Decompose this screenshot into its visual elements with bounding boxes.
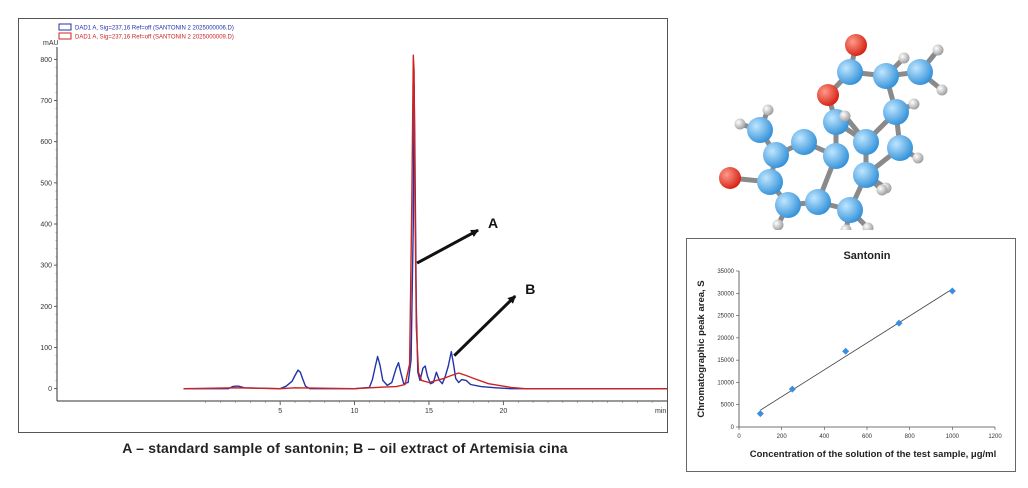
x-tick-label: 15	[425, 408, 433, 415]
y-tick-label: 100	[40, 345, 52, 352]
hydrogen-atom	[932, 44, 944, 56]
chromatogram-svg: 0 100 200 300 400 500 600 700 800 5 10 15 20 mAU min DA…	[40, 23, 667, 415]
hydrogen-atom	[908, 98, 920, 110]
annotation-arrow-b	[453, 294, 517, 357]
cal-x-tick-label: 0	[737, 434, 741, 440]
cal-data-point	[788, 385, 796, 393]
oxygen-atom	[719, 167, 741, 189]
cal-x-axis-label: Concentration of the solution of the tes…	[750, 449, 997, 460]
hydrogen-atom	[762, 104, 774, 116]
cal-x-tick-label: 1000	[946, 434, 960, 440]
cal-y-axis-label: Chromatographic peak area, S	[696, 280, 707, 417]
y-tick-label: 300	[40, 263, 52, 270]
legend-label-1: DAD1 A, Sig=237,16 Ref=off (SANTONIN 2 2…	[75, 26, 234, 32]
cal-x-tick-label: 600	[862, 434, 873, 440]
x-tick-label: 10	[351, 408, 359, 415]
hydrogen-atom	[876, 184, 888, 196]
y-tick-label: 700	[40, 98, 52, 105]
calibration-chart-panel: Santonin 0 5000 10000 15000 20000 25000 30000 35…	[686, 238, 1016, 472]
annotation-label-a: A	[488, 215, 498, 231]
cal-trendline	[760, 288, 953, 411]
cal-y-tick-label: 5000	[721, 403, 735, 409]
y-tick-label: 200	[40, 304, 52, 311]
cal-x-tick-label: 400	[819, 434, 830, 440]
cal-x-tick-label: 800	[905, 434, 916, 440]
carbon-atom	[883, 99, 909, 125]
annotation-arrow-a	[416, 228, 479, 265]
carbon-atom	[791, 129, 817, 155]
legend-label-2: DAD1 A, Sig=237,16 Ref=off (SANTONIN 2 2…	[75, 35, 234, 41]
y-tick-label: 800	[40, 57, 52, 64]
y-axis-label: mAU	[43, 40, 59, 47]
cal-y-tick-label: 0	[731, 425, 735, 431]
cal-y-tick-label: 35000	[717, 269, 734, 275]
calibration-title: Santonin	[843, 250, 890, 262]
carbon-atom	[757, 169, 783, 195]
hydrogen-atom	[898, 52, 910, 64]
cal-data-point	[756, 410, 764, 418]
annotation-label-b: B	[525, 281, 535, 297]
calibration-chart-svg: Santonin05000100001500020000250003000035…	[696, 250, 1002, 460]
carbon-atom	[907, 59, 933, 85]
legend-swatch-1	[58, 23, 72, 31]
y-tick-label: 500	[40, 180, 52, 187]
cal-data-point	[948, 287, 956, 295]
hydrogen-atom	[936, 84, 948, 96]
chromatogram-panel: 0 100 200 300 400 500 600 700 800 5 10 15 20 mAU min DA…	[18, 18, 668, 433]
hydrogen-atom	[772, 219, 784, 230]
carbon-atom	[837, 197, 863, 223]
carbon-atom	[853, 162, 879, 188]
hydrogen-atom	[734, 118, 746, 130]
carbon-atom	[775, 192, 801, 218]
cal-y-tick-label: 20000	[717, 336, 734, 342]
x-tick-label: 5	[278, 408, 282, 415]
santonin-molecule-model	[719, 34, 948, 230]
y-tick-label: 400	[40, 222, 52, 229]
cal-data-point	[895, 319, 903, 327]
cal-y-tick-label: 30000	[717, 291, 734, 297]
cal-y-tick-label: 10000	[717, 380, 734, 386]
hydrogen-atom	[912, 152, 924, 164]
x-tick-label: 20	[499, 408, 507, 415]
oxygen-atom	[845, 34, 867, 56]
cal-y-tick-label: 15000	[717, 358, 734, 364]
figure-caption: A – standard sample of santonin; B – oil…	[122, 440, 568, 456]
carbon-atom	[837, 59, 863, 85]
chromatogram-series-2	[183, 54, 667, 390]
carbon-atom	[823, 143, 849, 169]
carbon-atom	[805, 189, 831, 215]
oxygen-atom	[817, 84, 839, 106]
cal-x-tick-label: 200	[777, 434, 788, 440]
cal-y-tick-label: 25000	[717, 314, 734, 320]
hydrogen-atom	[839, 110, 851, 122]
carbon-atom	[853, 129, 879, 155]
carbon-atom	[873, 63, 899, 89]
legend-swatch-2	[58, 32, 72, 40]
carbon-atom	[763, 142, 789, 168]
carbon-atom	[747, 117, 773, 143]
cal-x-tick-label: 1200	[988, 434, 1002, 440]
y-tick-label: 0	[48, 386, 52, 393]
cal-data-point	[842, 347, 850, 355]
chromatogram-series-1	[183, 83, 667, 390]
hydrogen-atom	[840, 224, 852, 230]
x-axis-label: min	[655, 408, 666, 415]
hydrogen-atom	[862, 222, 874, 230]
y-tick-label: 600	[40, 139, 52, 146]
carbon-atom	[887, 135, 913, 161]
